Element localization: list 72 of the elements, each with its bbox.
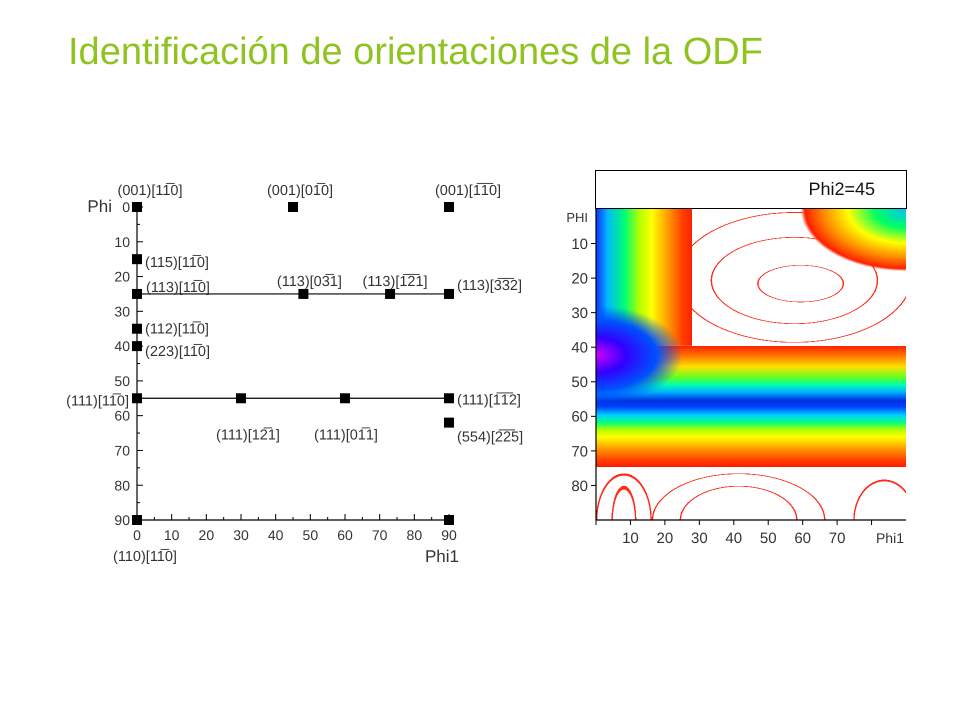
x-axis-title: Phi1 [876,530,904,546]
annotation: (111)[12̅1] [216,426,280,444]
point [236,393,246,404]
y-tick-label: 50 [571,374,588,392]
x-tick-label: 60 [337,527,353,543]
chart-title: Identificación de orientaciones de la ODF [68,30,763,75]
x-tick-label: 20 [198,527,214,543]
annotation: (554)[2̅2̅5] [457,428,524,446]
point [132,288,142,299]
point [444,393,454,404]
x-tick-label: 90 [441,527,457,543]
y-tick-label: 60 [571,408,588,426]
x-tick-label: 10 [622,530,639,547]
x-tick-label: 80 [406,527,422,543]
annotation: (111)[11̅0] [66,392,129,410]
y-tick-label: 20 [571,270,588,288]
point [340,393,350,404]
annotation: (001)[11̅0] [117,182,183,199]
point [385,288,396,299]
y-axis-title: Phi [87,196,112,218]
point [132,324,142,334]
y-axis-title: PHI [566,210,588,226]
chart-title: Phi2=45 [808,179,875,199]
x-tick-label: 40 [725,530,742,547]
y-tick-label: 30 [571,305,588,322]
annotation: (113)[3̅3̅2] [457,276,522,294]
x-tick-label: 0 [133,527,142,543]
annotation: (113)[11̅0] [146,278,210,296]
annotation: (001)[01̅0] [266,182,334,199]
point [444,288,454,299]
y-tick-label: 50 [114,372,130,389]
annotation: (111)[1̅1̅2] [457,391,521,408]
x-tick-label: 50 [760,530,777,547]
point [132,254,142,264]
annotation: (113)[1̅2̅1] [362,272,428,290]
y-tick-label: 60 [114,408,130,424]
annotation: (113)[03̅1] [276,272,342,290]
y-tick-label: 80 [571,478,588,495]
y-tick-label: 10 [114,234,130,250]
x-tick-label: 30 [690,530,708,547]
point [132,393,142,404]
y-tick-label: 40 [571,340,588,357]
x-tick-label: 60 [794,530,812,547]
y-tick-label: 70 [571,443,588,460]
y-tick-label: 30 [114,303,130,320]
annotation: (111)[01̅1] [314,426,378,444]
y-tick-label: 20 [114,268,130,285]
x-tick-label: 30 [233,527,249,543]
y-tick-label: 0 [122,199,130,216]
annotation: (115)[11̅0] [145,254,209,272]
annotation: (110)[11̅0] [113,548,177,565]
y-tick-label: 80 [114,477,130,494]
point [288,202,298,212]
point [132,515,142,525]
point [444,418,454,428]
x-tick-label: 40 [268,527,284,543]
y-tick-label: 10 [571,236,588,253]
annotation: (112)[11̅0] [145,320,209,338]
point [298,288,308,299]
x-tick-label: 70 [372,527,388,543]
annotation: (223)[11̅0] [145,343,210,360]
y-tick-label: 90 [114,512,130,528]
y-tick-label: 40 [114,338,130,354]
x-axis-title: Phi1 [424,546,459,568]
y-tick-label: 70 [114,442,130,458]
annotation: (001)[1̅1̅0] [434,182,502,199]
x-tick-label: 20 [656,530,674,547]
point [444,202,454,212]
point [132,341,142,352]
x-tick-label: 70 [828,530,846,547]
x-tick-label: 10 [164,527,180,543]
x-tick-label: 50 [302,527,318,543]
